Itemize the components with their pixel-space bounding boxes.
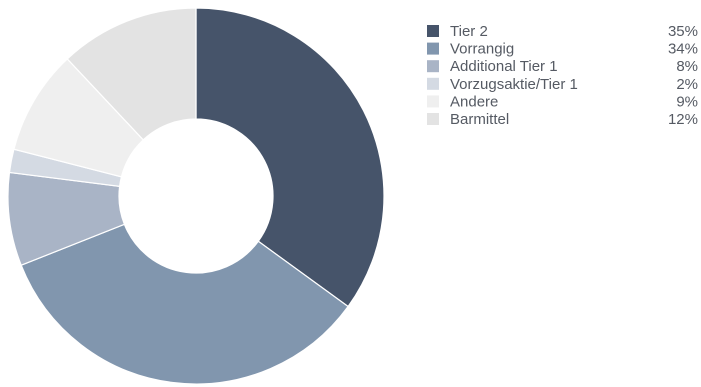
legend-item-andere: Andere 9%: [427, 93, 698, 110]
legend-label: Barmittel: [450, 111, 509, 128]
legend-value: 2%: [676, 76, 698, 93]
legend-item-vorrangig: Vorrangig 34%: [427, 41, 698, 58]
legend-value: 35%: [668, 23, 698, 40]
legend-swatch-vorzugsaktie-tier-1: [427, 77, 439, 90]
legend-item-vorzugsaktie-tier-1: Vorzugsaktie/Tier 1 2%: [427, 76, 698, 93]
legend-swatch-vorrangig: [427, 42, 439, 55]
legend-label: Tier 2: [450, 23, 488, 40]
slice-vorrangig: [20, 223, 349, 385]
legend-value: 8%: [676, 58, 698, 75]
legend-item-additional-tier-1: Additional Tier 1 8%: [427, 58, 698, 75]
legend-swatch-barmittel: [427, 113, 439, 125]
legend-label: Vorzugsaktie/Tier 1: [450, 76, 578, 93]
legend-label: Additional Tier 1: [450, 58, 558, 75]
slice-barmittel: [66, 7, 197, 141]
slice-tier-2: [195, 7, 385, 308]
legend-label: Vorrangig: [450, 41, 514, 58]
legend-item-tier-2: Tier 2 35%: [427, 23, 698, 40]
legend-swatch-additional-tier-1: [427, 60, 439, 73]
legend-value: 12%: [668, 111, 698, 128]
legend-item-barmittel: Barmittel 12%: [427, 111, 698, 128]
legend-swatch-andere: [427, 95, 439, 108]
legend-value: 9%: [676, 93, 698, 110]
legend-swatch-tier-2: [427, 25, 439, 37]
donut-slices: [7, 7, 385, 385]
legend-label: Andere: [450, 93, 498, 110]
legend-value: 34%: [668, 41, 698, 58]
legend: Tier 2 35% Vorrangig 34% Additional Tier 1 8%…: [427, 23, 698, 128]
